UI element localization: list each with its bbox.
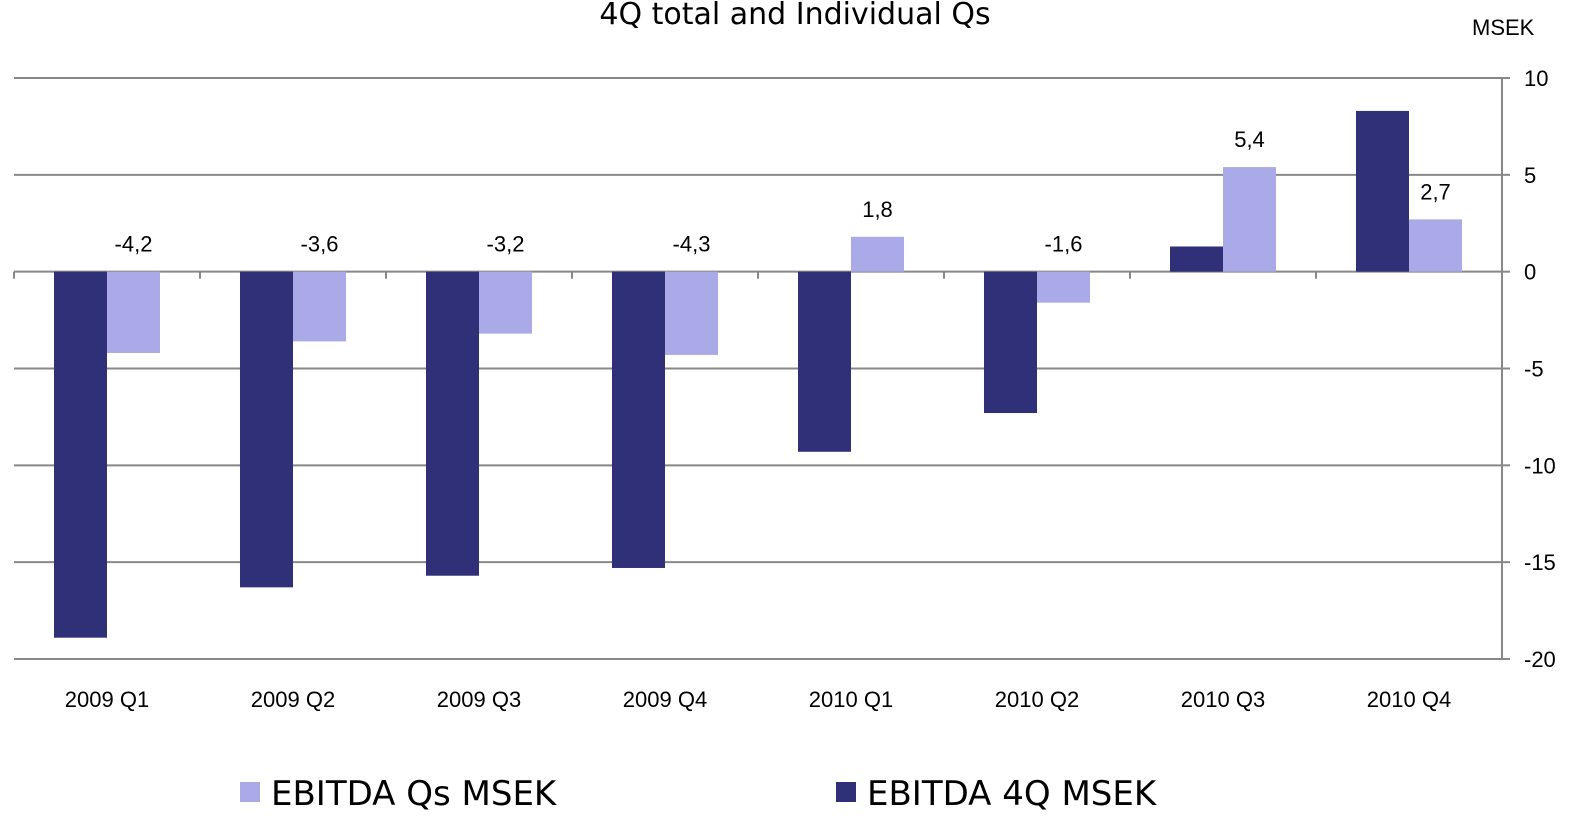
bar: [1355, 110, 1409, 272]
data-label: -3,2: [487, 232, 525, 257]
bar: [1223, 167, 1277, 272]
bar: [53, 271, 107, 638]
bar: [239, 271, 293, 588]
legend-swatch: [836, 782, 856, 802]
bar: [107, 271, 161, 354]
legend-swatch: [240, 782, 260, 802]
data-label: 1,8: [862, 197, 893, 222]
x-tick-label: 2009 Q4: [623, 687, 707, 712]
legend-label: EBITDA Qs MSEK: [271, 774, 558, 814]
data-label: -3,6: [301, 232, 339, 257]
y-axis-label: MSEK: [1472, 15, 1535, 40]
y-tick-label: 10: [1524, 66, 1548, 91]
x-tick-label: 2010 Q1: [809, 687, 893, 712]
bar: [1169, 246, 1223, 272]
x-tick-label: 2010 Q3: [1181, 687, 1265, 712]
bar: [851, 236, 905, 272]
data-label: 5,4: [1234, 127, 1265, 152]
data-label: -4,2: [115, 232, 153, 257]
legend-label: EBITDA 4Q MSEK: [867, 774, 1158, 814]
bar: [293, 271, 347, 342]
x-tick-label: 2009 Q2: [251, 687, 335, 712]
y-tick-label: -5: [1524, 357, 1544, 382]
chart-title: 4Q total and Individual Qs: [599, 0, 990, 32]
y-tick-label: -10: [1524, 453, 1556, 478]
data-label: 2,7: [1420, 179, 1451, 204]
bar: [1037, 271, 1091, 303]
x-tick-label: 2010 Q4: [1367, 687, 1451, 712]
bar: [797, 271, 851, 452]
y-tick-label: -20: [1524, 647, 1556, 672]
data-label: -1,6: [1045, 232, 1083, 257]
data-label: -4,3: [673, 232, 711, 257]
bar: [479, 271, 533, 334]
y-tick-label: 0: [1524, 260, 1536, 285]
x-tick-label: 2009 Q1: [65, 687, 149, 712]
x-tick-label: 2009 Q3: [437, 687, 521, 712]
bar: [983, 271, 1037, 414]
bar: [425, 271, 479, 576]
x-tick-label: 2010 Q2: [995, 687, 1079, 712]
bar: [611, 271, 665, 568]
y-tick-label: -15: [1524, 550, 1556, 575]
bar: [665, 271, 719, 355]
bar: [1409, 219, 1463, 272]
y-tick-label: 5: [1524, 163, 1536, 188]
